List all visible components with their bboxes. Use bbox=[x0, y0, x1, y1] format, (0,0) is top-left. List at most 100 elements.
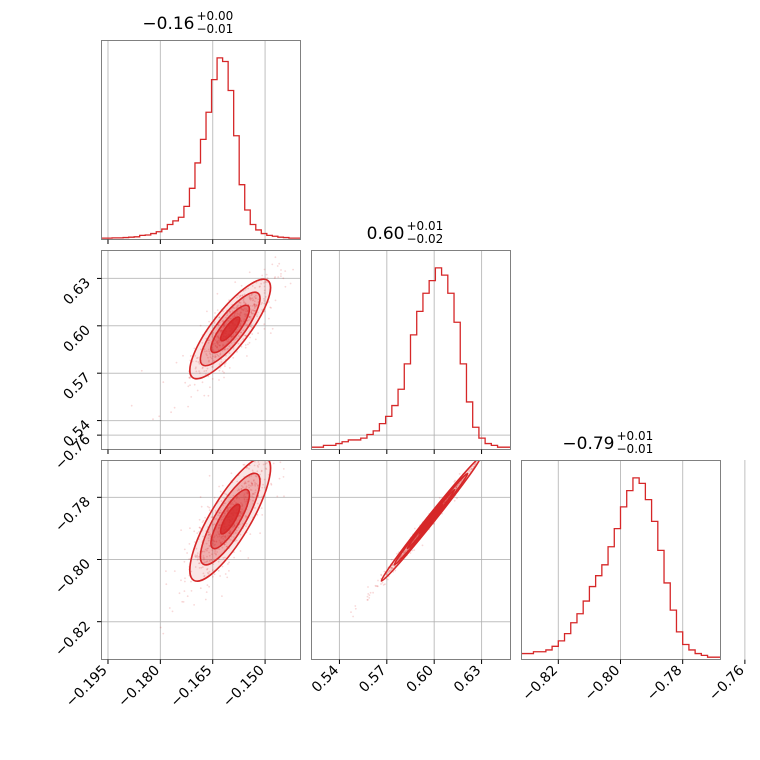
sample-point bbox=[263, 310, 266, 313]
sample-point bbox=[224, 348, 227, 351]
sample-point bbox=[197, 361, 200, 363]
sample-point bbox=[256, 485, 259, 487]
sample-point bbox=[221, 516, 223, 519]
sample-point bbox=[254, 294, 257, 297]
sample-point bbox=[216, 341, 219, 344]
sample-point bbox=[249, 336, 251, 339]
sample-point bbox=[230, 335, 233, 338]
sample-point bbox=[200, 505, 203, 508]
sample-point bbox=[413, 549, 416, 551]
sample-point bbox=[244, 496, 247, 498]
sample-point bbox=[211, 549, 214, 551]
sample-point bbox=[242, 289, 245, 292]
sample-point bbox=[236, 329, 238, 331]
panel-1-1 bbox=[311, 267, 510, 448]
sample-point bbox=[369, 591, 372, 594]
sample-point bbox=[214, 339, 217, 342]
sample-point bbox=[222, 557, 225, 559]
histogram-2 bbox=[521, 477, 720, 658]
sample-point bbox=[256, 470, 259, 473]
sample-point bbox=[280, 273, 282, 275]
sample-point bbox=[237, 488, 240, 490]
sample-point bbox=[217, 336, 219, 339]
sample-point bbox=[263, 285, 266, 288]
sample-point bbox=[252, 309, 255, 312]
sample-point bbox=[257, 298, 260, 301]
sample-point bbox=[257, 311, 259, 314]
sample-point bbox=[480, 455, 482, 457]
sample-point bbox=[190, 580, 192, 583]
sample-point bbox=[263, 328, 266, 330]
sample-point bbox=[245, 525, 247, 527]
sample-point bbox=[216, 309, 219, 311]
sample-point bbox=[222, 319, 225, 322]
sample-point bbox=[203, 574, 206, 577]
sample-point bbox=[233, 524, 236, 526]
sample-point bbox=[196, 357, 198, 360]
sample-point bbox=[290, 441, 292, 443]
sample-point bbox=[247, 343, 249, 346]
sample-point bbox=[245, 323, 248, 326]
sample-point bbox=[235, 539, 238, 542]
sample-point bbox=[390, 567, 393, 570]
sample-point bbox=[216, 343, 219, 346]
sample-point bbox=[210, 516, 213, 519]
sample-point bbox=[226, 508, 229, 510]
sample-point bbox=[235, 497, 238, 500]
sample-point bbox=[383, 576, 385, 579]
sample-point bbox=[239, 512, 242, 515]
sample-point bbox=[280, 269, 282, 271]
title-value: −0.79 bbox=[562, 434, 614, 454]
sample-point bbox=[251, 484, 254, 487]
sample-point bbox=[247, 480, 249, 483]
sample-point bbox=[212, 523, 215, 526]
sample-point bbox=[367, 599, 369, 601]
sample-point bbox=[220, 537, 223, 539]
sample-point bbox=[258, 463, 260, 466]
sample-point bbox=[261, 486, 264, 489]
sample-point bbox=[223, 543, 226, 546]
sample-point bbox=[208, 339, 211, 342]
sample-point bbox=[240, 311, 243, 314]
sample-point bbox=[184, 577, 186, 580]
sample-point bbox=[254, 460, 256, 463]
sample-point bbox=[204, 561, 206, 564]
sample-point bbox=[486, 445, 488, 447]
sample-point bbox=[248, 294, 251, 297]
sample-point bbox=[219, 524, 222, 527]
sample-point bbox=[244, 334, 247, 337]
sample-point bbox=[368, 597, 371, 599]
sample-point bbox=[211, 575, 214, 578]
sample-point bbox=[455, 486, 458, 489]
sample-point bbox=[254, 305, 256, 308]
sample-point bbox=[421, 544, 424, 547]
sample-point bbox=[211, 333, 214, 336]
sample-point bbox=[228, 532, 231, 535]
sample-point bbox=[241, 503, 244, 505]
sample-point bbox=[258, 457, 260, 459]
sample-point bbox=[254, 489, 257, 492]
sample-point bbox=[218, 316, 221, 319]
sample-point bbox=[217, 355, 220, 358]
sample-point bbox=[232, 356, 235, 359]
sample-point bbox=[491, 447, 493, 449]
sample-point bbox=[455, 486, 458, 489]
title-value: −0.16 bbox=[142, 14, 194, 34]
sample-point bbox=[244, 481, 247, 483]
sample-point bbox=[211, 335, 214, 338]
sample-point bbox=[284, 270, 287, 272]
sample-point bbox=[225, 316, 227, 319]
sample-point bbox=[279, 461, 282, 464]
sample-point bbox=[495, 440, 497, 442]
sample-point bbox=[213, 573, 216, 576]
sample-point bbox=[219, 353, 222, 356]
sample-point bbox=[239, 323, 241, 326]
sample-point bbox=[383, 570, 386, 573]
sample-point bbox=[214, 312, 216, 314]
panel-frame bbox=[101, 250, 301, 450]
sample-point bbox=[212, 563, 215, 565]
sample-point bbox=[217, 348, 220, 351]
sample-point bbox=[220, 329, 223, 332]
sample-point bbox=[277, 276, 280, 278]
sample-point bbox=[218, 341, 221, 343]
